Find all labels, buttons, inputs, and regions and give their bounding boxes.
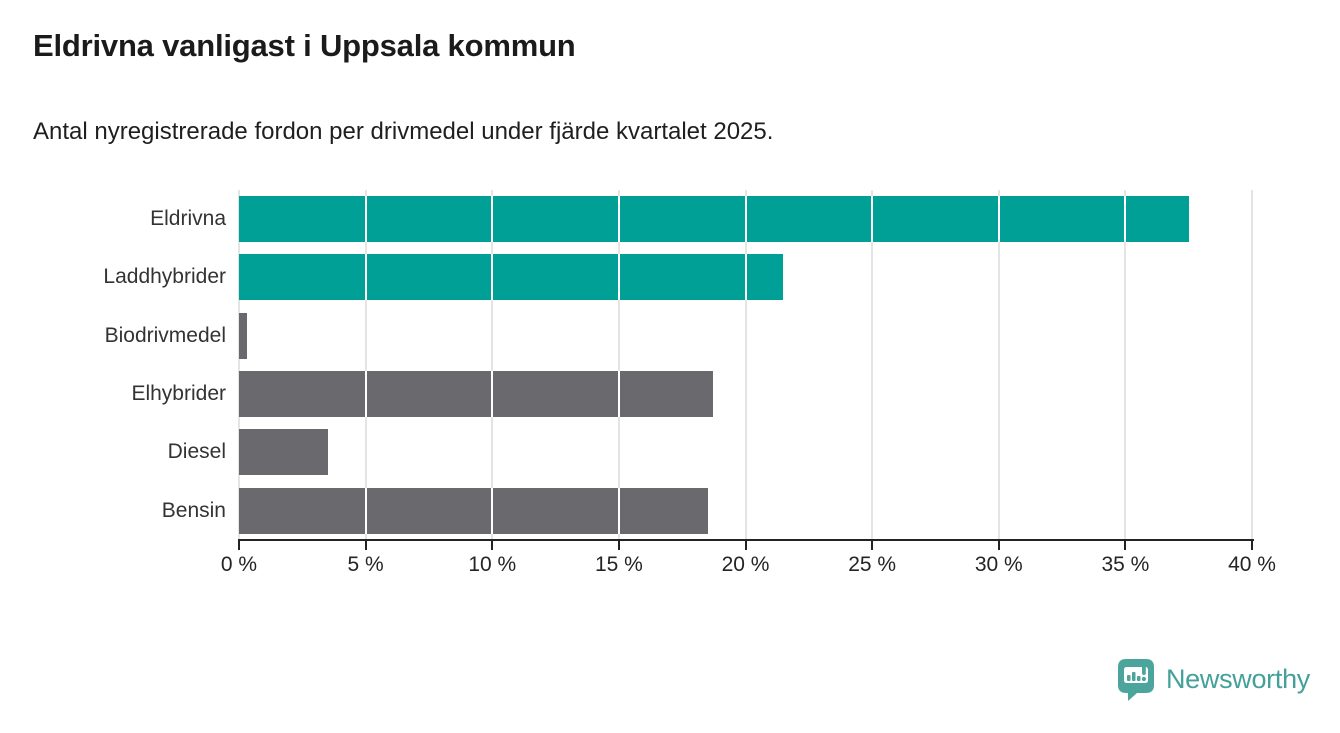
axis-tick bbox=[617, 541, 620, 550]
gridline-over-bar bbox=[744, 254, 747, 301]
axis-tick bbox=[1251, 541, 1253, 550]
bar-bensin bbox=[239, 487, 708, 534]
gridline-over-bar bbox=[997, 196, 1000, 243]
axis-tick-label: 40 % bbox=[1228, 553, 1276, 576]
gridline bbox=[1251, 190, 1253, 540]
gridline bbox=[1124, 190, 1127, 540]
axis-tick bbox=[997, 541, 1000, 550]
bar-diesel bbox=[239, 429, 328, 476]
gridline-over-bar bbox=[364, 371, 367, 418]
category-label-diesel: Diesel bbox=[167, 440, 226, 464]
axis-tick-label: 10 % bbox=[468, 553, 517, 576]
gridline bbox=[871, 190, 874, 540]
axis-tick bbox=[491, 541, 494, 550]
bar-laddhybrider bbox=[239, 254, 784, 301]
axis-tick-label: 30 % bbox=[974, 553, 1023, 576]
bar-row bbox=[239, 248, 1252, 306]
gridline-over-bar bbox=[491, 487, 494, 534]
category-label-laddhybrider: Laddhybrider bbox=[103, 265, 226, 289]
gridline-over-bar bbox=[1124, 196, 1127, 243]
gridline-over-bar bbox=[491, 254, 494, 301]
gridline bbox=[364, 190, 367, 540]
axis-tick bbox=[744, 541, 747, 550]
bar-biodrivmedel bbox=[239, 312, 247, 359]
bar-row bbox=[239, 365, 1252, 423]
axis-tick bbox=[364, 541, 367, 550]
plot-area bbox=[238, 190, 1253, 540]
axis-tick bbox=[1124, 541, 1127, 550]
x-axis-line bbox=[238, 539, 1254, 541]
axis-tick-label: 35 % bbox=[1101, 553, 1150, 576]
gridline-over-bar bbox=[491, 196, 494, 243]
chart-subtitle: Antal nyregistrerade fordon per drivmede… bbox=[33, 118, 774, 145]
newsworthy-brand: Newsworthy bbox=[1115, 656, 1310, 702]
axis-tick-label: 25 % bbox=[848, 553, 897, 576]
gridline bbox=[997, 190, 1000, 540]
bar-row bbox=[239, 423, 1252, 481]
axis-tick-label: 5 % bbox=[347, 553, 384, 576]
gridline-over-bar bbox=[744, 196, 747, 243]
bar-row bbox=[239, 482, 1252, 540]
gridline-over-bar bbox=[617, 487, 620, 534]
gridline-over-bar bbox=[617, 196, 620, 243]
gridline-over-bar bbox=[871, 196, 874, 243]
gridline-over-bar bbox=[617, 371, 620, 418]
category-label-bensin: Bensin bbox=[161, 498, 226, 522]
axis-tick-label: 15 % bbox=[594, 553, 643, 576]
category-label-elhybrider: Elhybrider bbox=[131, 382, 226, 406]
bar-row bbox=[239, 307, 1252, 365]
bar-elhybrider bbox=[239, 371, 713, 418]
axis-tick-label: 0 % bbox=[220, 553, 258, 576]
gridline-over-bar bbox=[491, 371, 494, 418]
newsworthy-logo-icon bbox=[1117, 659, 1154, 701]
axis-tick bbox=[871, 541, 874, 550]
category-label-eldrivna: Eldrivna bbox=[150, 207, 226, 231]
bar-row bbox=[239, 190, 1252, 248]
gridline-over-bar bbox=[364, 254, 367, 301]
axis-tick-label: 20 % bbox=[721, 553, 770, 576]
gridline-over-bar bbox=[364, 487, 367, 534]
newsworthy-brand-text: Newsworthy bbox=[1165, 663, 1310, 694]
gridline bbox=[491, 190, 494, 540]
gridline bbox=[744, 190, 747, 540]
gridline-over-bar bbox=[617, 254, 620, 301]
chart-title: Eldrivna vanligast i Uppsala kommun bbox=[33, 28, 576, 63]
gridline bbox=[617, 190, 620, 540]
category-label-biodrivmedel: Biodrivmedel bbox=[104, 323, 226, 347]
gridline bbox=[238, 190, 240, 540]
axis-tick bbox=[238, 541, 240, 550]
gridline-over-bar bbox=[364, 196, 367, 243]
bar-eldrivna bbox=[239, 196, 1189, 243]
